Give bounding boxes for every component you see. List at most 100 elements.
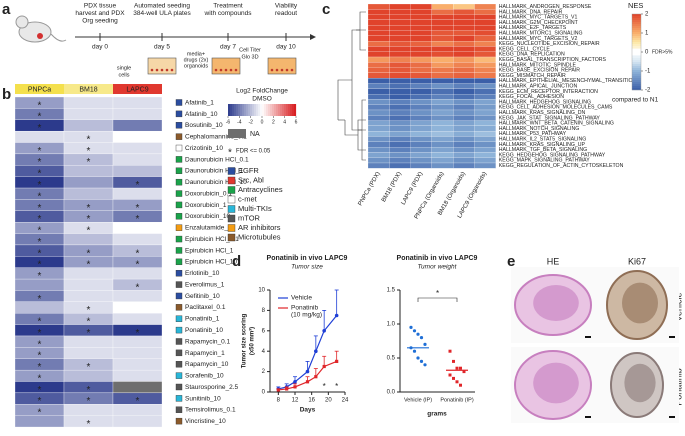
heat-cell xyxy=(112,335,163,348)
heat-cell xyxy=(367,88,390,95)
cell xyxy=(155,68,159,72)
heat-cell xyxy=(112,415,163,428)
cell xyxy=(170,68,174,72)
fdr-star: * xyxy=(136,203,140,214)
heat-cell xyxy=(367,30,390,36)
fdr-star: * xyxy=(136,260,140,271)
heat-cell xyxy=(367,51,390,58)
scale-swatch xyxy=(632,78,641,81)
well-plate xyxy=(147,57,177,75)
heat-cell xyxy=(410,115,433,121)
heat-cell xyxy=(389,157,411,164)
data-point xyxy=(314,375,318,379)
dendrogram xyxy=(344,120,358,136)
annotation: * xyxy=(335,382,338,391)
data-point xyxy=(416,332,420,336)
scale-swatch xyxy=(238,104,241,116)
scale-swatch xyxy=(632,66,641,69)
scale-swatch xyxy=(248,104,251,116)
drug-class-square xyxy=(175,395,183,402)
heat-cell xyxy=(367,72,390,79)
dendrogram xyxy=(359,11,366,51)
heat-cell xyxy=(112,381,163,394)
x-tick-label: Vehicle (IP) xyxy=(404,397,432,403)
heat-cell xyxy=(474,88,496,95)
cell xyxy=(290,68,294,72)
scale-tick-label: -4 xyxy=(237,119,242,125)
heat-cell xyxy=(474,51,496,58)
heat-cell xyxy=(474,46,496,52)
fdr-star: * xyxy=(38,100,42,111)
x-tick-label: 8 xyxy=(277,398,281,404)
heat-cell xyxy=(474,131,496,137)
x-tick-label: Ponatinib (IP) xyxy=(440,397,473,403)
data-point xyxy=(293,385,297,389)
heat-cell xyxy=(410,25,433,31)
x-tick-label: 24 xyxy=(342,398,349,404)
heat-cell xyxy=(474,9,496,15)
heat-cell xyxy=(410,62,433,68)
drug-label: Daunorubicin HCl_10 xyxy=(185,179,247,186)
heat-cell xyxy=(431,62,454,68)
heat-cell xyxy=(389,78,411,84)
fdr-star: * xyxy=(38,317,42,328)
scale-subtitle: DMSO xyxy=(252,96,272,103)
heat-cell xyxy=(431,136,454,142)
heat-cell xyxy=(112,165,163,177)
heat-cell xyxy=(367,99,390,105)
heat-cell xyxy=(431,78,454,84)
heat-cell xyxy=(389,3,411,10)
data-point xyxy=(322,329,326,333)
heat-cell xyxy=(367,78,390,84)
heat-cell xyxy=(474,152,496,158)
scale-swatch xyxy=(632,38,641,41)
heat-cell xyxy=(410,67,433,73)
drug-class-square xyxy=(175,372,183,379)
heat-cell xyxy=(410,125,433,132)
scale-swatch xyxy=(258,104,261,116)
scale-swatch xyxy=(632,14,641,17)
row-label: KEGG_MAPK_SIGNALING_PATHWAY xyxy=(499,158,590,164)
step-label: Viability xyxy=(275,3,298,10)
heat-cell xyxy=(112,187,163,200)
category-label: EGFR xyxy=(238,166,259,175)
row-label: KEGG_ECM_RECEPTOR_INTERACTION xyxy=(499,89,598,95)
heat-cell xyxy=(453,14,475,21)
heat-cell xyxy=(410,30,433,36)
scale-swatch xyxy=(632,40,641,43)
category-label: c-met xyxy=(238,194,258,203)
category-square xyxy=(227,167,236,175)
cell xyxy=(214,68,218,72)
heat-cell xyxy=(453,78,475,84)
step-label: with compounds xyxy=(204,10,253,17)
heat-cell xyxy=(474,35,496,42)
drug-label: Erlotinib_10 xyxy=(185,270,220,277)
mouse-icon xyxy=(18,21,52,43)
note: drugs (2x) xyxy=(184,57,209,63)
heat-cell xyxy=(63,278,114,291)
histology-core xyxy=(533,285,579,321)
day-label: day 7 xyxy=(220,44,236,51)
fdr-star: * xyxy=(38,260,42,271)
heat-cell xyxy=(389,131,411,137)
drug-class-square xyxy=(175,110,183,118)
heat-cell xyxy=(474,62,496,68)
legend-label: (10 mg/kg) xyxy=(291,312,322,319)
drug-class-square xyxy=(175,235,183,243)
y-tick-label: 8 xyxy=(262,308,266,314)
chart-subtitle: Tumor weight xyxy=(418,264,458,271)
drug-label: Ponatinib_1 xyxy=(185,316,220,323)
heat-cell xyxy=(63,165,114,177)
y-axis-label: (x50 mm³) xyxy=(249,327,256,355)
drug-label: Temsirolimus_0.1 xyxy=(185,407,236,414)
scale-swatch xyxy=(632,62,641,65)
drug-class-square xyxy=(175,201,183,209)
heat-cell xyxy=(431,152,454,158)
scale-bar xyxy=(669,416,675,418)
fdr-star: * xyxy=(38,351,42,362)
y-tick-label: 0.5 xyxy=(387,356,396,362)
fdr-star: * xyxy=(136,328,140,339)
scale-swatch xyxy=(278,104,281,116)
drug-class-square xyxy=(175,99,183,106)
row-label: HALLMARK_KRAS_SIGNALING_DN xyxy=(499,110,586,116)
